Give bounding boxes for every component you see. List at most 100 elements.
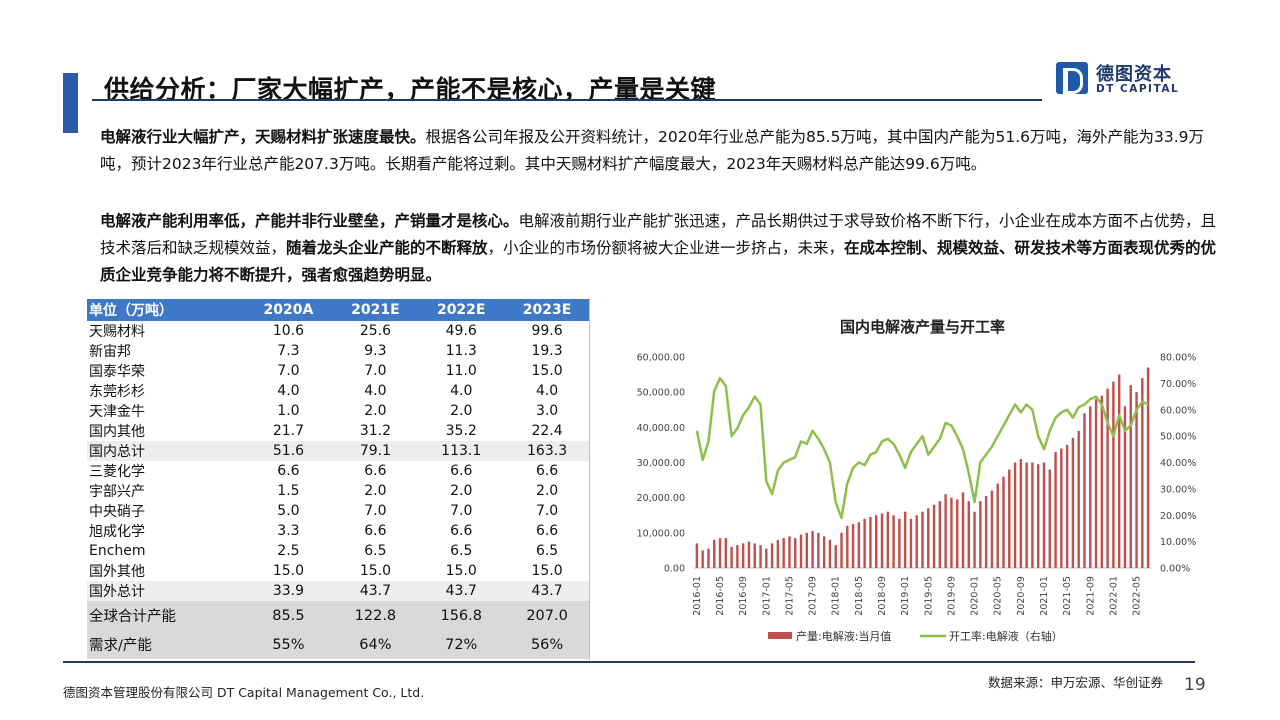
table-cell: 33.9 <box>244 581 333 601</box>
table-cell: 35.2 <box>445 423 477 439</box>
table-row: 国外总计 33.9 43.7 43.7 43.7 <box>87 581 590 601</box>
paragraph-2-body-a: 电解液前期行业产能扩张迅速，产品长期供过于求导致价格不断下行，小企业在成本方面不… <box>100 212 1217 257</box>
table-cell: 56% <box>504 630 590 659</box>
production-bar <box>973 511 976 568</box>
table-row-label: 国内总计 <box>87 441 245 461</box>
logo-d-icon <box>1056 62 1088 94</box>
paragraph-capacity-expansion: 电解液行业大幅扩产，天赐材料扩张速度最快。根据各公司年报及公开资料统计，2020… <box>100 124 1225 178</box>
table-cell: 6.6 <box>450 463 473 479</box>
table-cell: 2.0 <box>450 483 473 499</box>
table-cell: 4.0 <box>450 383 473 399</box>
production-bar <box>979 501 982 568</box>
x-tick-label: 2019-05 <box>923 576 934 616</box>
production-bar <box>759 545 762 568</box>
table-cell: 11.3 <box>445 343 477 359</box>
table-row-label: 旭成化学 <box>89 524 145 540</box>
table-cell: 43.7 <box>418 581 505 601</box>
table-row: 国外其他 15.0 15.0 15.0 15.0 <box>87 561 590 581</box>
table-cell: 11.0 <box>445 363 477 379</box>
production-bar <box>834 545 837 568</box>
production-bar <box>736 545 739 568</box>
x-tick-label: 2016-05 <box>715 576 726 616</box>
production-bar <box>898 518 901 568</box>
production-bar <box>840 532 843 568</box>
y-left-tick-label: 40,000.00 <box>637 423 685 434</box>
paragraph-2-emphasis-b: 在成本控制、规模效益、研发技术等方面表现优秀的优质企业竞争能力将不断提升，强者愈… <box>100 239 1217 284</box>
table-row: 需求/产能 55% 64% 72% 56% <box>87 630 590 659</box>
y-left-tick-label: 30,000.00 <box>637 458 685 469</box>
production-bar <box>695 543 699 568</box>
data-source-note: 数据来源：申万宏源、华创证券 <box>988 675 1164 690</box>
production-bar <box>1135 392 1138 568</box>
table-row-label: 国外其他 <box>89 564 145 580</box>
table-cell: 7.3 <box>277 343 300 359</box>
table-row: 全球合计产能 85.5 122.8 156.8 207.0 <box>87 601 590 630</box>
y-right-tick-label: 30.00% <box>1160 484 1196 495</box>
production-bar <box>822 536 826 568</box>
production-bar <box>903 511 907 568</box>
logo-name-cn: 德图资本 <box>1096 64 1172 85</box>
production-bar <box>984 495 988 568</box>
production-bar <box>724 538 728 568</box>
paragraph-utilization: 电解液产能利用率低，产能并非行业壁垒，产销量才是核心。电解液前期行业产能扩张迅速… <box>100 208 1225 289</box>
table-row: 新宙邦 7.3 9.3 11.3 19.3 <box>87 341 590 361</box>
table-row: 宇部兴产 1.5 2.0 2.0 2.0 <box>87 481 590 501</box>
table-cell: 2.0 <box>364 403 387 419</box>
table-cell: 2.0 <box>364 483 387 499</box>
table-row: 国内总计 51.6 79.1 113.1 163.3 <box>87 441 590 461</box>
x-tick-label: 2017-05 <box>784 576 795 616</box>
x-tick-label: 2018-01 <box>831 576 842 616</box>
y-left-tick-label: 0.00 <box>664 564 685 575</box>
table-cell: 7.0 <box>535 503 559 519</box>
table-cell: 3.0 <box>535 403 559 419</box>
table-cell: 207.0 <box>504 601 590 630</box>
production-bar <box>1065 444 1069 568</box>
table-cell: 113.1 <box>418 441 505 461</box>
x-tick-label: 2016-01 <box>692 576 703 616</box>
production-bar <box>794 538 797 568</box>
paragraph-1-lead: 电解液行业大幅扩产，天赐材料扩张速度最快。 <box>100 128 426 146</box>
production-bar <box>747 541 751 568</box>
table-row-label: 需求/产能 <box>87 630 245 659</box>
table-row: 国内其他 21.7 31.2 35.2 22.4 <box>87 421 590 441</box>
production-bar <box>1089 406 1092 568</box>
chart-svg: 国内电解液产量与开工率 0.00 10,000.00 20,000.00 30,000.… <box>637 318 1197 643</box>
table-row-label: 三菱化学 <box>89 464 145 480</box>
footer-company: 德图资本管理股份有限公司 DT Capital Management Co., … <box>63 685 425 700</box>
title-divider <box>92 99 1042 101</box>
table-cell: 4.0 <box>277 383 300 399</box>
x-tick-label: 2020-09 <box>1016 576 1027 616</box>
production-bar <box>955 499 959 568</box>
table-row-label: 国外总计 <box>87 581 245 601</box>
production-bar <box>718 538 722 568</box>
production-bar <box>1094 399 1098 568</box>
production-bar <box>741 543 745 568</box>
production-bar <box>1013 462 1017 568</box>
production-bar <box>776 539 780 568</box>
production-bar <box>1117 374 1121 568</box>
paragraph-2-lead: 电解液产能利用率低，产能并非行业壁垒，产销量才是核心。 <box>100 212 519 230</box>
table-cell: 1.5 <box>277 483 300 499</box>
production-bar <box>915 515 918 568</box>
chart-title: 国内电解液产量与开工率 <box>840 318 1005 336</box>
production-bar <box>846 525 849 568</box>
production-bar <box>799 534 803 568</box>
table-cell: 6.6 <box>535 523 559 539</box>
production-bar <box>782 538 785 568</box>
table-cell: 72% <box>418 630 505 659</box>
table-cell: 6.5 <box>535 543 559 559</box>
table-row: Enchem 2.5 6.5 6.5 6.5 <box>87 541 590 561</box>
table-cell: 43.7 <box>504 581 590 601</box>
production-bar <box>828 539 832 568</box>
table-row-label: 宇部兴产 <box>89 484 145 500</box>
table-row-label: 中央硝子 <box>89 504 145 520</box>
table-cell: 4.0 <box>364 383 387 399</box>
y-right-tick-label: 60.00% <box>1160 405 1196 416</box>
y-left-tick-label: 20,000.00 <box>637 493 685 504</box>
table-cell: 7.0 <box>364 363 387 379</box>
x-tick-label: 2016-09 <box>738 576 749 616</box>
table-cell: 79.1 <box>332 441 419 461</box>
table-row-label: 东莞杉杉 <box>89 384 145 400</box>
production-bar <box>996 483 999 568</box>
x-tick-label: 2022-01 <box>1108 576 1119 616</box>
